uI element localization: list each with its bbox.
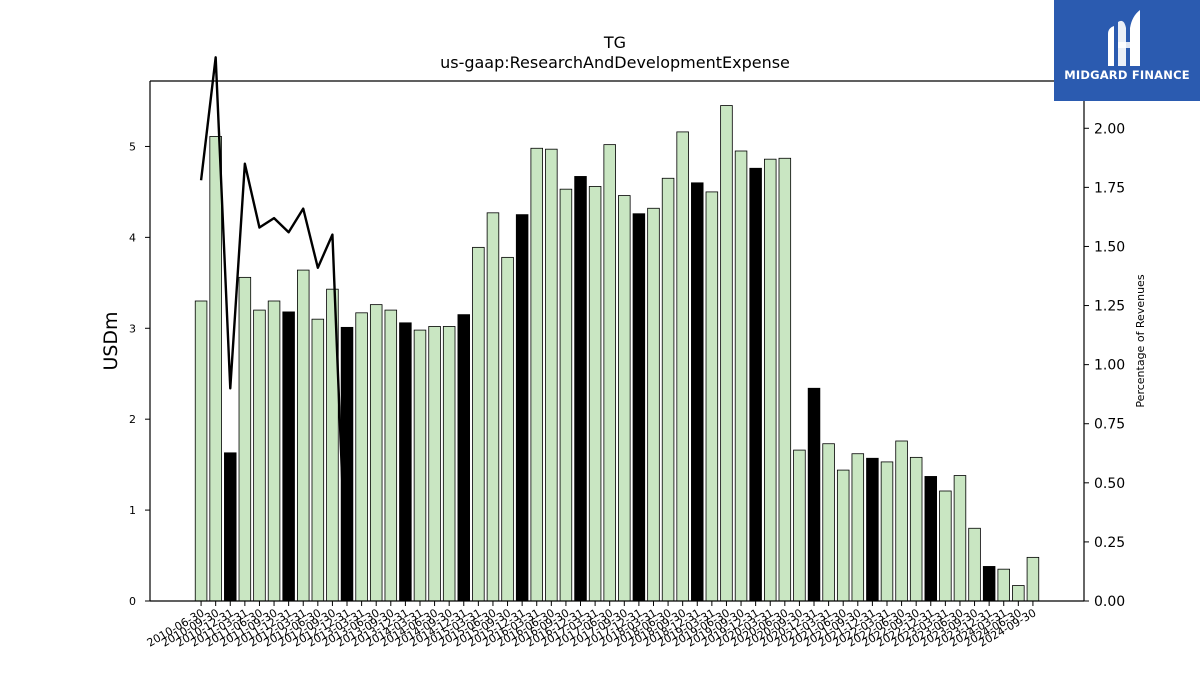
chart-title: TG (603, 33, 626, 52)
bar (720, 105, 733, 602)
bar (194, 300, 208, 602)
bar (866, 457, 879, 602)
bar (428, 326, 441, 602)
bar (457, 314, 471, 602)
bar (253, 309, 266, 602)
bar (530, 147, 543, 602)
bar (559, 188, 573, 602)
bar (588, 186, 602, 602)
y-tick-label: 2 (129, 413, 136, 426)
bar (822, 443, 835, 602)
bar (895, 440, 908, 602)
bar (632, 213, 646, 602)
bar (355, 312, 368, 602)
y-tick-label: 3 (129, 322, 136, 335)
bar (764, 158, 777, 602)
y2-tick-label: 2.00 (1094, 121, 1125, 137)
bars-group (194, 105, 1040, 602)
y-tick-label: 0 (129, 595, 136, 608)
line-series (199, 56, 349, 602)
bar (778, 157, 792, 602)
bar (793, 449, 806, 602)
bar (282, 311, 295, 602)
y2-tick-label: 1.25 (1094, 299, 1125, 315)
y2-axis-label: Percentage of Revenues (1134, 274, 1147, 407)
bar (851, 453, 865, 602)
bar (909, 456, 923, 602)
bar (224, 452, 237, 602)
bar (880, 461, 894, 602)
bar (369, 304, 383, 602)
bar (574, 176, 587, 602)
bar (238, 276, 252, 602)
bar (545, 148, 558, 602)
y2-tick-label: 0.50 (1094, 476, 1125, 492)
chart-subtitle: us-gaap:ResearchAndDevelopmentExpense (440, 53, 790, 72)
bar (399, 322, 412, 602)
y2-tick-label: 1.00 (1094, 358, 1125, 374)
bar (1026, 556, 1040, 602)
bar (515, 214, 529, 602)
bar (618, 195, 631, 602)
bar (968, 527, 981, 602)
y2-tick-label: 0.00 (1094, 594, 1125, 610)
bar (267, 300, 281, 602)
y-tick-label: 1 (129, 504, 136, 517)
bar (836, 469, 850, 602)
bar (603, 144, 616, 602)
bar (413, 329, 427, 602)
y-axis-label: USDm (100, 311, 122, 370)
y-tick-label: 5 (129, 140, 136, 153)
bar (939, 490, 952, 602)
bar (661, 177, 675, 602)
bar (1012, 585, 1025, 602)
logo-mark-icon (1108, 10, 1140, 66)
bar (486, 212, 500, 602)
bar (982, 566, 996, 602)
bar (501, 256, 514, 602)
y2-tick-label: 0.75 (1094, 417, 1125, 433)
bar (997, 568, 1010, 602)
bar (705, 191, 719, 602)
bar (384, 309, 398, 602)
bar (749, 167, 762, 602)
bar (647, 207, 660, 602)
bar (311, 318, 325, 602)
brand-logo: MIDGARD FINANCE (1054, 0, 1200, 101)
bar (442, 326, 456, 602)
bar (691, 182, 704, 602)
bar (472, 246, 485, 602)
bar (807, 387, 821, 602)
bar (953, 475, 967, 602)
y2-tick-label: 1.75 (1094, 180, 1125, 196)
bar (924, 476, 938, 602)
bar (296, 269, 310, 602)
bar (340, 326, 354, 602)
y-tick-label: 4 (129, 231, 136, 244)
logo-text: MIDGARD FINANCE (1064, 68, 1190, 82)
y2-tick-label: 1.50 (1094, 239, 1125, 255)
axes-group: 0 1 2 3 4 5 0.00 0.25 0.50 0.75 1.00 1.25 1.50 1.75 2.… (129, 80, 1125, 650)
bar (734, 150, 748, 602)
bar (676, 131, 689, 602)
y2-tick-label: 0.25 (1094, 535, 1125, 551)
bar (209, 136, 222, 602)
line-group (199, 56, 349, 602)
